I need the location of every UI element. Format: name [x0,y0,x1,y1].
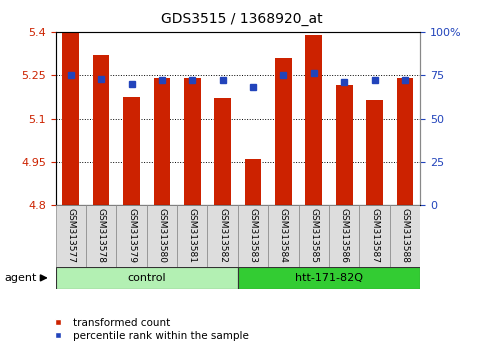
Bar [268,205,298,267]
Bar [397,78,413,205]
Text: GSM313580: GSM313580 [157,209,167,263]
Text: GSM313586: GSM313586 [340,209,349,263]
Text: GSM313585: GSM313585 [309,209,318,263]
Text: GSM313581: GSM313581 [188,209,197,263]
Text: GSM313577: GSM313577 [66,209,75,263]
Bar [390,205,420,267]
Bar [366,100,383,205]
Text: GSM313584: GSM313584 [279,209,288,263]
Bar [184,78,200,205]
Text: GSM313579: GSM313579 [127,209,136,263]
Text: agent: agent [5,273,37,283]
Bar [147,205,177,267]
Bar [56,267,238,289]
Text: GSM313588: GSM313588 [400,209,410,263]
Bar [336,85,353,205]
Bar [116,205,147,267]
Bar [298,205,329,267]
Text: htt-171-82Q: htt-171-82Q [295,273,363,283]
Text: GSM313582: GSM313582 [218,209,227,263]
Text: GSM313583: GSM313583 [249,209,257,263]
Bar [305,35,322,205]
Bar [86,205,116,267]
Bar [208,205,238,267]
Bar [214,98,231,205]
Text: GDS3515 / 1368920_at: GDS3515 / 1368920_at [161,12,322,27]
Bar [329,205,359,267]
Bar [359,205,390,267]
Bar [238,205,268,267]
Bar [275,58,292,205]
Legend: transformed count, percentile rank within the sample: transformed count, percentile rank withi… [44,314,253,345]
Bar [62,33,79,205]
Bar [238,267,420,289]
Bar [93,55,110,205]
Bar [245,159,261,205]
Bar [177,205,208,267]
Text: GSM313578: GSM313578 [97,209,106,263]
Text: GSM313587: GSM313587 [370,209,379,263]
Bar [123,97,140,205]
Text: control: control [128,273,166,283]
Bar [154,78,170,205]
Bar [56,205,86,267]
